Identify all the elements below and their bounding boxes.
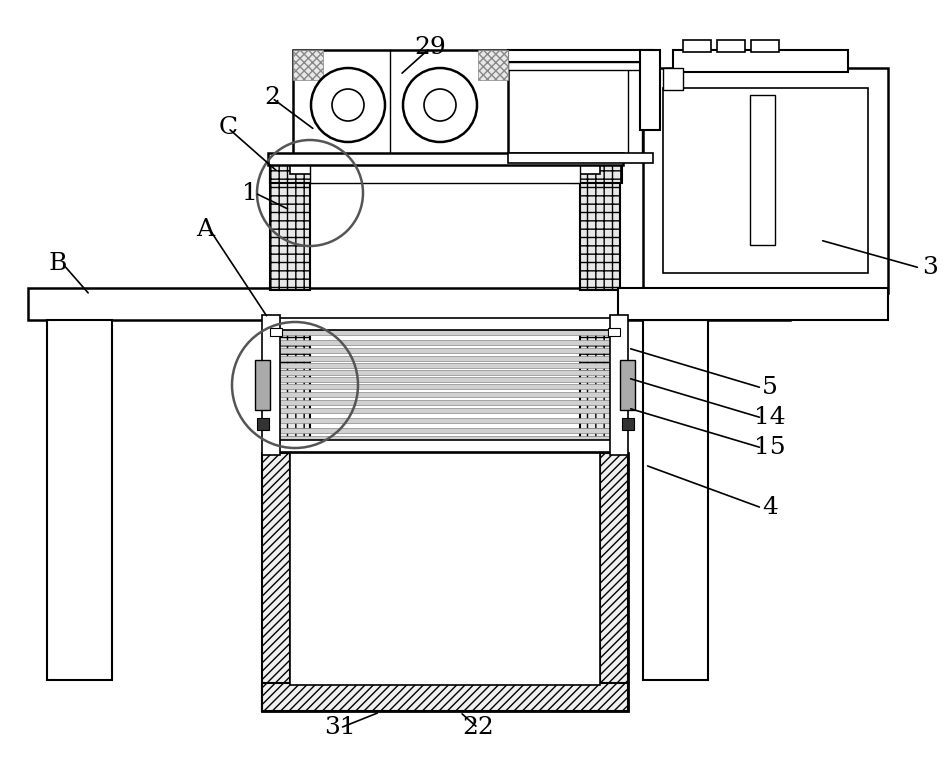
Bar	[268, 153, 622, 165]
Bar	[508, 50, 652, 62]
Text: 2: 2	[263, 86, 279, 109]
Bar	[290, 453, 599, 685]
Bar	[478, 50, 508, 80]
Bar	[508, 153, 652, 163]
Text: 14: 14	[753, 407, 785, 429]
Bar	[663, 68, 683, 90]
Bar	[28, 288, 789, 320]
Bar	[293, 50, 508, 165]
Bar	[580, 320, 619, 460]
Text: 5: 5	[761, 376, 777, 400]
Bar	[261, 453, 628, 711]
Bar	[293, 50, 323, 80]
Text: A: A	[195, 219, 214, 241]
Bar	[270, 155, 310, 290]
Bar	[628, 60, 641, 160]
Bar	[272, 318, 617, 330]
Bar	[270, 155, 619, 165]
Bar	[571, 163, 621, 183]
Text: 1: 1	[242, 182, 258, 205]
Bar	[279, 392, 610, 397]
Bar	[279, 436, 610, 441]
Text: C: C	[218, 116, 237, 140]
Bar	[279, 340, 610, 345]
Bar	[279, 418, 610, 423]
Text: 31: 31	[324, 716, 356, 740]
Bar	[279, 428, 610, 433]
Bar	[279, 400, 610, 405]
Bar	[599, 453, 628, 711]
Bar	[272, 440, 617, 452]
Bar	[639, 50, 659, 130]
Bar	[617, 288, 887, 320]
Bar	[261, 683, 628, 711]
Circle shape	[311, 68, 384, 142]
Bar	[672, 50, 847, 72]
Text: B: B	[49, 251, 67, 275]
Bar	[279, 384, 610, 389]
Bar	[279, 330, 610, 335]
Bar	[278, 328, 612, 448]
Bar	[750, 95, 774, 245]
Bar	[663, 88, 868, 273]
Text: 3: 3	[921, 257, 937, 279]
Bar	[47, 320, 112, 680]
Bar	[607, 328, 619, 336]
Bar	[580, 155, 619, 290]
Circle shape	[402, 68, 477, 142]
Circle shape	[424, 89, 456, 121]
Text: 22: 22	[462, 716, 494, 740]
Bar	[279, 348, 610, 353]
Bar	[270, 320, 310, 460]
Bar	[716, 40, 744, 52]
Bar	[310, 163, 580, 183]
Bar	[279, 408, 610, 413]
Bar	[621, 418, 633, 430]
Bar	[279, 363, 610, 368]
Bar	[290, 160, 599, 174]
Bar	[642, 320, 707, 680]
Text: 29: 29	[413, 36, 446, 60]
Bar	[279, 377, 610, 382]
Bar	[261, 315, 279, 455]
Bar	[642, 68, 887, 293]
Bar	[270, 328, 281, 336]
Text: 4: 4	[761, 497, 777, 519]
Bar	[610, 315, 628, 455]
Circle shape	[331, 89, 363, 121]
Bar	[279, 370, 610, 375]
Bar	[683, 40, 710, 52]
Bar	[279, 356, 610, 361]
Bar	[750, 40, 778, 52]
Text: 15: 15	[753, 436, 785, 459]
Bar	[619, 360, 634, 410]
Bar	[257, 418, 269, 430]
Bar	[270, 163, 320, 183]
Bar	[508, 62, 652, 70]
Bar	[255, 360, 270, 410]
Bar	[261, 453, 290, 711]
